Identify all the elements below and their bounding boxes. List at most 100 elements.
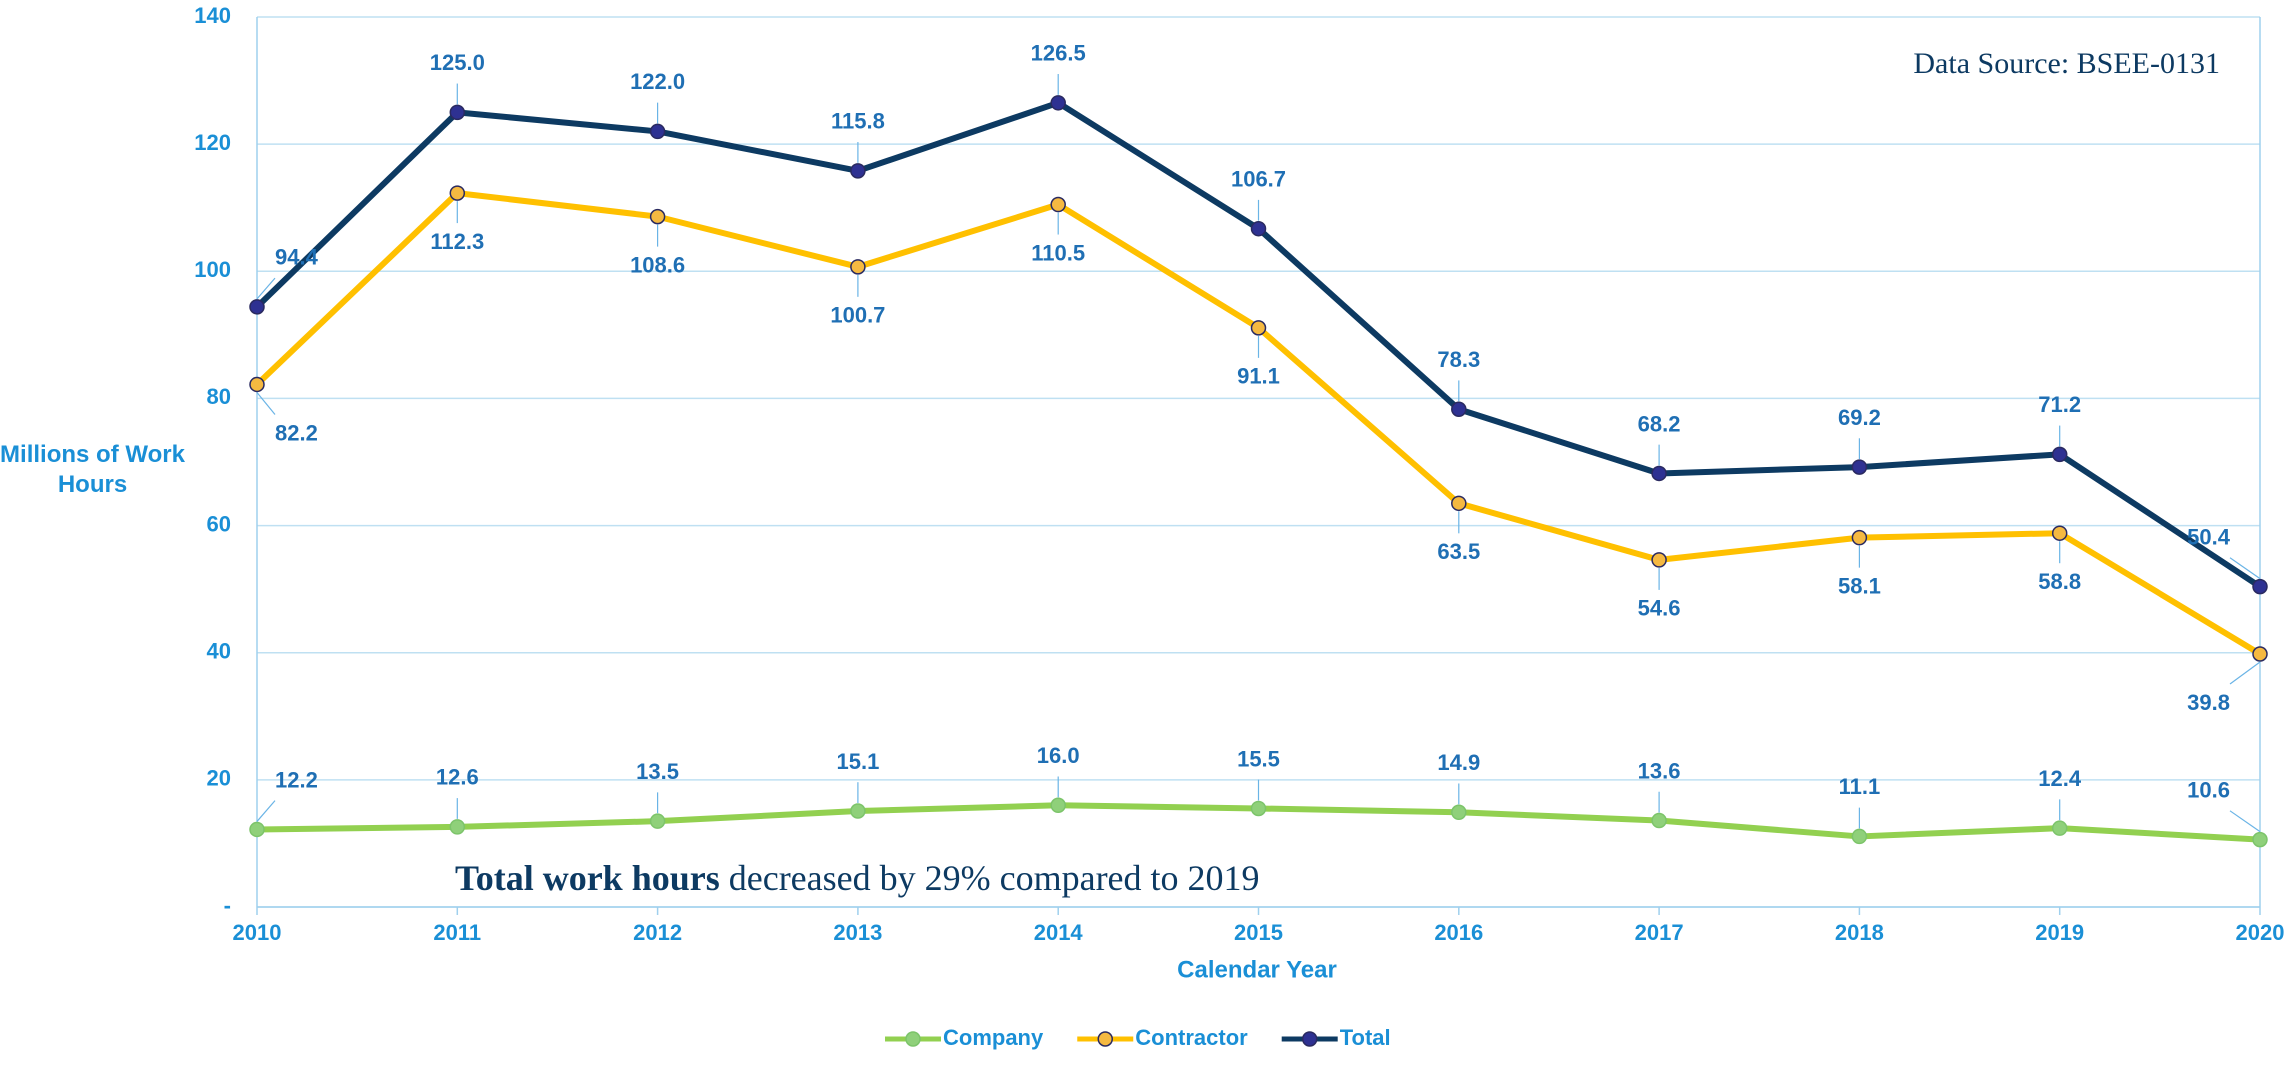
data-label: 15.1 xyxy=(836,749,879,774)
point xyxy=(649,813,666,829)
data-label: 108.6 xyxy=(630,252,685,277)
x-tick-label: 2011 xyxy=(433,920,481,945)
data-label: 110.5 xyxy=(1031,240,1085,265)
legend-label: Contractor xyxy=(1135,1025,1248,1050)
point xyxy=(2252,646,2268,662)
point xyxy=(850,803,866,819)
legend-marker xyxy=(1097,1031,1113,1047)
point xyxy=(1250,320,1267,336)
point xyxy=(1851,529,1868,546)
x-axis-title: Calendar Year xyxy=(1177,956,1337,983)
data-label: 39.8 xyxy=(2187,690,2230,715)
data-label: 126.5 xyxy=(1031,41,1086,66)
point xyxy=(1250,800,1267,817)
leader-line xyxy=(2229,661,2261,685)
point xyxy=(1451,804,1467,821)
point xyxy=(1050,95,1066,111)
data-label: 12.4 xyxy=(2038,766,2082,791)
y-tick-label: 120 xyxy=(194,130,231,155)
point xyxy=(1250,220,1267,237)
data-label: 94.4 xyxy=(275,245,319,270)
x-tick-label: 2017 xyxy=(1635,920,1684,945)
x-tick-label: 2016 xyxy=(1434,920,1483,945)
annotation: Total work hours decreased by 29% compar… xyxy=(455,858,1260,898)
x-tick-label: 2018 xyxy=(1835,920,1884,945)
legend-label: Company xyxy=(943,1025,1044,1050)
point xyxy=(1651,552,1667,568)
annotation-text: decreased by 29% compared to 2019 xyxy=(720,858,1260,898)
point xyxy=(1451,401,1467,417)
y-tick-label: - xyxy=(224,893,231,918)
data-label: 11.1 xyxy=(1839,774,1881,799)
point xyxy=(1050,196,1066,213)
x-tick-label: 2013 xyxy=(833,920,882,945)
x-tick-label: 2014 xyxy=(1034,920,1084,945)
data-label: 63.5 xyxy=(1437,539,1480,564)
data-label: 13.5 xyxy=(636,759,679,784)
data-label: 15.5 xyxy=(1237,746,1280,771)
data-label: 78.3 xyxy=(1437,347,1480,372)
y-axis-title: Millions of Work Hours xyxy=(0,441,185,498)
point xyxy=(249,299,265,315)
data-label: 13.6 xyxy=(1638,758,1681,783)
y-tick-label: 140 xyxy=(194,3,231,28)
legend-label: Total xyxy=(1340,1025,1391,1050)
point xyxy=(1651,465,1667,482)
data-label: 122.0 xyxy=(630,69,685,94)
data-label: 68.2 xyxy=(1638,411,1681,436)
point xyxy=(449,819,466,835)
series-line xyxy=(254,190,2262,657)
data-label: 58.1 xyxy=(1838,573,1881,598)
x-tick-label: 2012 xyxy=(633,920,682,945)
leader-line xyxy=(2229,557,2261,580)
data-label: 12.2 xyxy=(275,767,318,792)
point xyxy=(249,376,265,393)
y-tick-label: 40 xyxy=(207,639,231,664)
point xyxy=(2252,578,2268,595)
data-label: 82.2 xyxy=(275,420,318,445)
data-label: 50.4 xyxy=(2187,524,2231,549)
data-label: 58.8 xyxy=(2038,569,2081,594)
y-tick-label: 20 xyxy=(207,766,231,791)
y-tick-label: 60 xyxy=(207,511,231,536)
x-tick-label: 2010 xyxy=(233,920,282,945)
point xyxy=(449,104,466,121)
data-label: 106.7 xyxy=(1231,167,1286,192)
leader-line xyxy=(256,800,276,822)
data-label: 14.9 xyxy=(1437,750,1480,775)
data-label: 54.6 xyxy=(1638,596,1681,621)
point xyxy=(850,259,866,275)
legend-marker xyxy=(1301,1031,1318,1047)
data-label: 112.3 xyxy=(430,229,484,254)
data-label: 115.8 xyxy=(831,109,885,134)
point xyxy=(1851,828,1868,845)
point xyxy=(1050,797,1066,814)
point xyxy=(1451,495,1467,512)
point xyxy=(850,163,866,179)
point xyxy=(1851,459,1868,475)
point xyxy=(249,821,265,838)
x-tick-label: 2019 xyxy=(2035,920,2084,945)
leader-line xyxy=(2229,810,2261,833)
data-label: 100.7 xyxy=(830,303,885,328)
legend-marker xyxy=(905,1031,921,1047)
point xyxy=(649,208,666,225)
annotation-bold: Total work hours xyxy=(455,858,720,898)
x-tick-label: 2020 xyxy=(2236,920,2285,945)
leader-line xyxy=(256,277,276,300)
y-tick-label: 100 xyxy=(194,257,231,282)
x-tick-label: 2015 xyxy=(1234,920,1283,945)
y-tick-label: 80 xyxy=(207,384,231,409)
data-label: 10.6 xyxy=(2187,777,2230,802)
point xyxy=(449,185,466,201)
data-label: 69.2 xyxy=(1838,405,1881,430)
data-label: 91.1 xyxy=(1237,364,1280,389)
point xyxy=(1651,812,1667,829)
point xyxy=(2051,820,2068,836)
source-note: Data Source: BSEE-0131 xyxy=(1913,47,2220,80)
data-label: 125.0 xyxy=(430,50,485,75)
point xyxy=(2051,525,2068,541)
data-label: 71.2 xyxy=(2038,392,2081,417)
